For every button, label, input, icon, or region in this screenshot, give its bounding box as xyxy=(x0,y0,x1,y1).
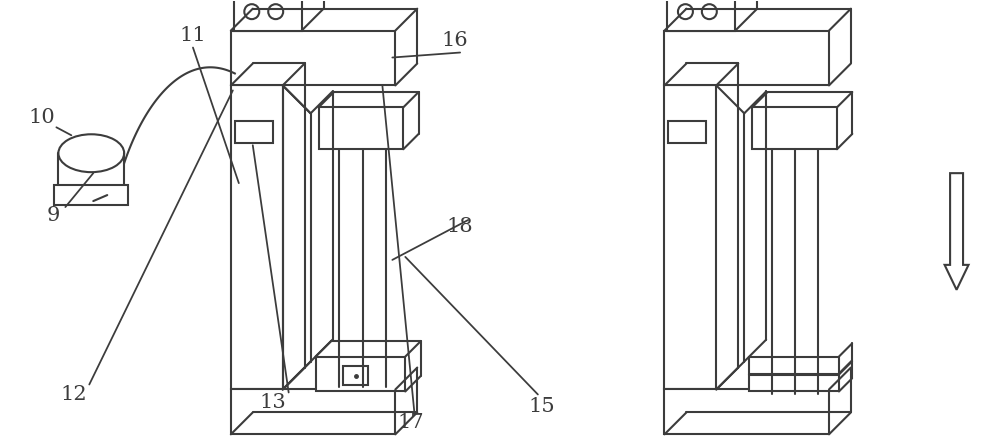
Bar xyxy=(235,121,273,143)
Bar xyxy=(749,356,839,373)
Bar xyxy=(54,185,128,205)
Text: 17: 17 xyxy=(397,413,424,432)
Bar xyxy=(231,31,395,85)
Text: 18: 18 xyxy=(447,218,473,236)
Bar xyxy=(749,375,839,392)
Text: 11: 11 xyxy=(180,26,206,45)
Bar xyxy=(231,85,283,389)
Ellipse shape xyxy=(58,134,124,172)
Text: 10: 10 xyxy=(28,108,55,127)
Bar xyxy=(316,356,405,392)
Bar xyxy=(231,389,395,434)
Text: 16: 16 xyxy=(442,31,468,50)
Text: 13: 13 xyxy=(259,393,286,412)
Bar xyxy=(664,31,829,85)
Text: 12: 12 xyxy=(60,385,87,404)
Bar xyxy=(664,389,829,434)
Bar xyxy=(234,0,302,31)
Text: 15: 15 xyxy=(529,397,555,416)
Bar xyxy=(319,107,403,149)
Text: 9: 9 xyxy=(47,206,60,225)
Bar xyxy=(752,107,837,149)
Bar xyxy=(343,365,368,385)
FancyArrow shape xyxy=(945,173,969,290)
Bar xyxy=(664,85,716,389)
Bar xyxy=(668,121,706,143)
Bar xyxy=(667,0,735,31)
